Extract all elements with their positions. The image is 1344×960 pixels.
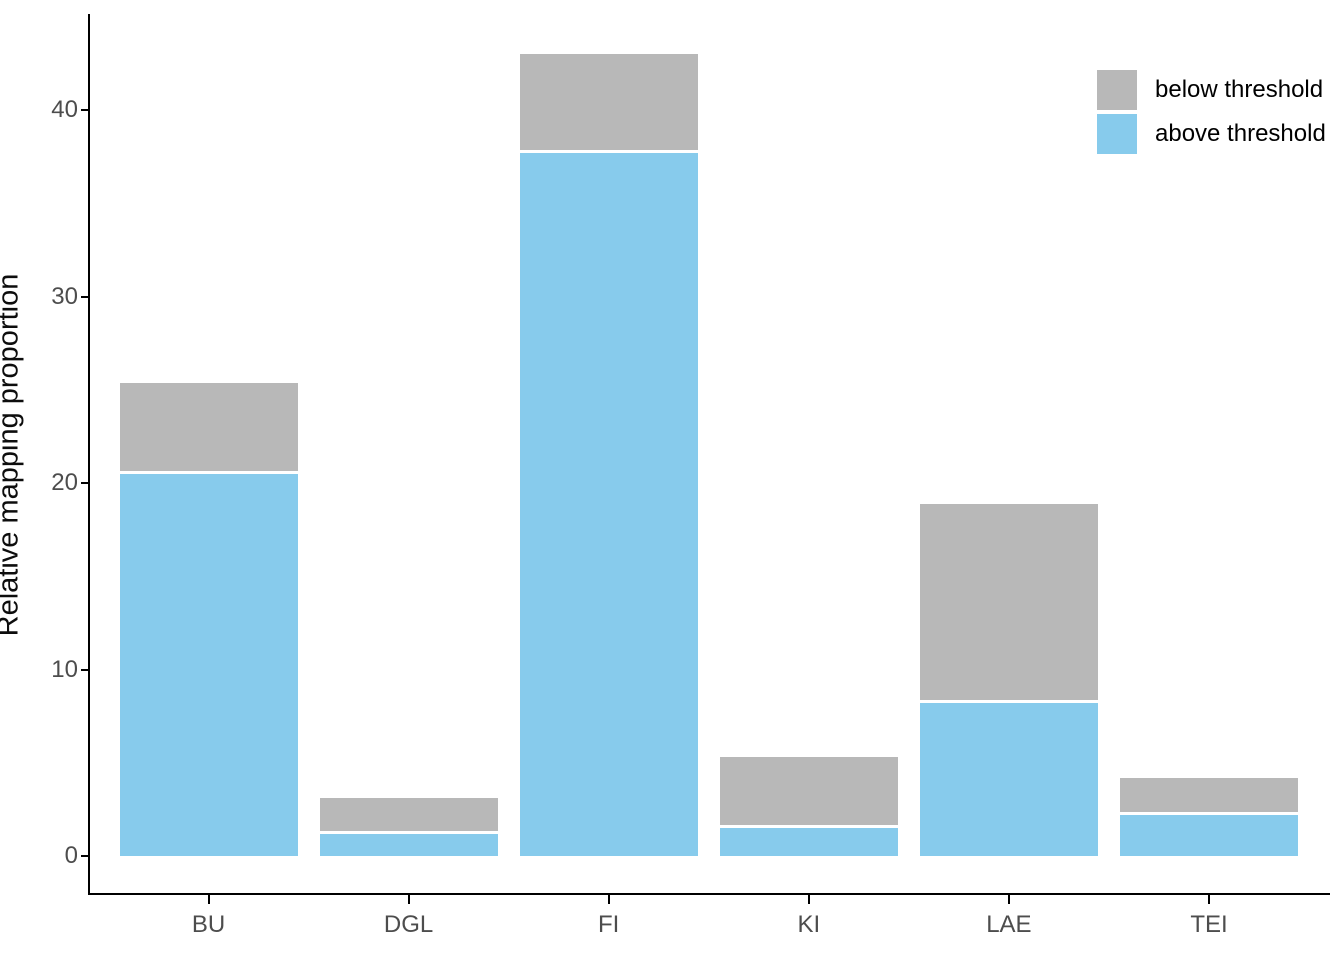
bar-segment-above-threshold	[119, 473, 298, 856]
bar-segment-above-threshold	[319, 833, 498, 856]
x-axis-line	[88, 893, 1330, 895]
bar-segment-below-threshold	[1120, 777, 1298, 812]
x-tick-label: TEI	[1190, 911, 1228, 938]
x-tick-label: KI	[797, 911, 821, 938]
y-axis-line	[88, 14, 90, 895]
legend-label: below threshold	[1155, 76, 1324, 103]
x-tick	[807, 895, 810, 904]
y-tick-label: 20	[51, 469, 78, 497]
x-tick-label: DGL	[383, 911, 434, 938]
y-tick-label: 40	[51, 96, 78, 124]
x-tick-label: BU	[191, 911, 226, 938]
bar-segment-below-threshold	[119, 382, 298, 471]
y-tick-label: 30	[51, 282, 78, 310]
bar-segment-below-threshold	[919, 503, 1098, 701]
bar-segment-above-threshold	[919, 703, 1098, 856]
x-tick	[1208, 895, 1210, 904]
y-tick	[81, 295, 89, 298]
y-tick-label: 0	[64, 842, 78, 869]
x-tick	[407, 895, 410, 904]
legend: below threshold above threshold	[1097, 70, 1326, 158]
bar-segment-below-threshold	[319, 798, 498, 831]
y-tick	[81, 109, 89, 112]
legend-swatch	[1097, 70, 1137, 110]
bar-segment-below-threshold	[519, 54, 698, 151]
bar-segment-above-threshold	[1120, 814, 1298, 856]
y-tick	[81, 668, 89, 671]
legend-item: below threshold	[1097, 70, 1326, 110]
legend-label: above threshold	[1155, 120, 1326, 147]
bar-segment-below-threshold	[719, 757, 898, 826]
y-axis-title: Relative mapping proportion	[0, 273, 25, 637]
x-tick	[607, 895, 610, 904]
legend-item: above threshold	[1097, 114, 1326, 154]
y-tick-label: 10	[51, 655, 78, 683]
y-tick	[81, 482, 89, 485]
y-tick	[81, 855, 89, 857]
x-tick	[1007, 895, 1010, 904]
bar-segment-above-threshold	[519, 153, 698, 856]
bar-segment-above-threshold	[719, 828, 898, 856]
x-tick-label: FI	[598, 911, 620, 938]
legend-swatch	[1097, 114, 1137, 154]
x-tick	[207, 895, 210, 904]
x-tick-label: LAE	[986, 911, 1032, 938]
